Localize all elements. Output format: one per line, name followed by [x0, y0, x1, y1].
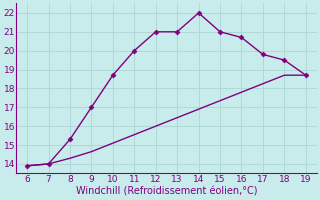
- X-axis label: Windchill (Refroidissement éolien,°C): Windchill (Refroidissement éolien,°C): [76, 187, 257, 197]
